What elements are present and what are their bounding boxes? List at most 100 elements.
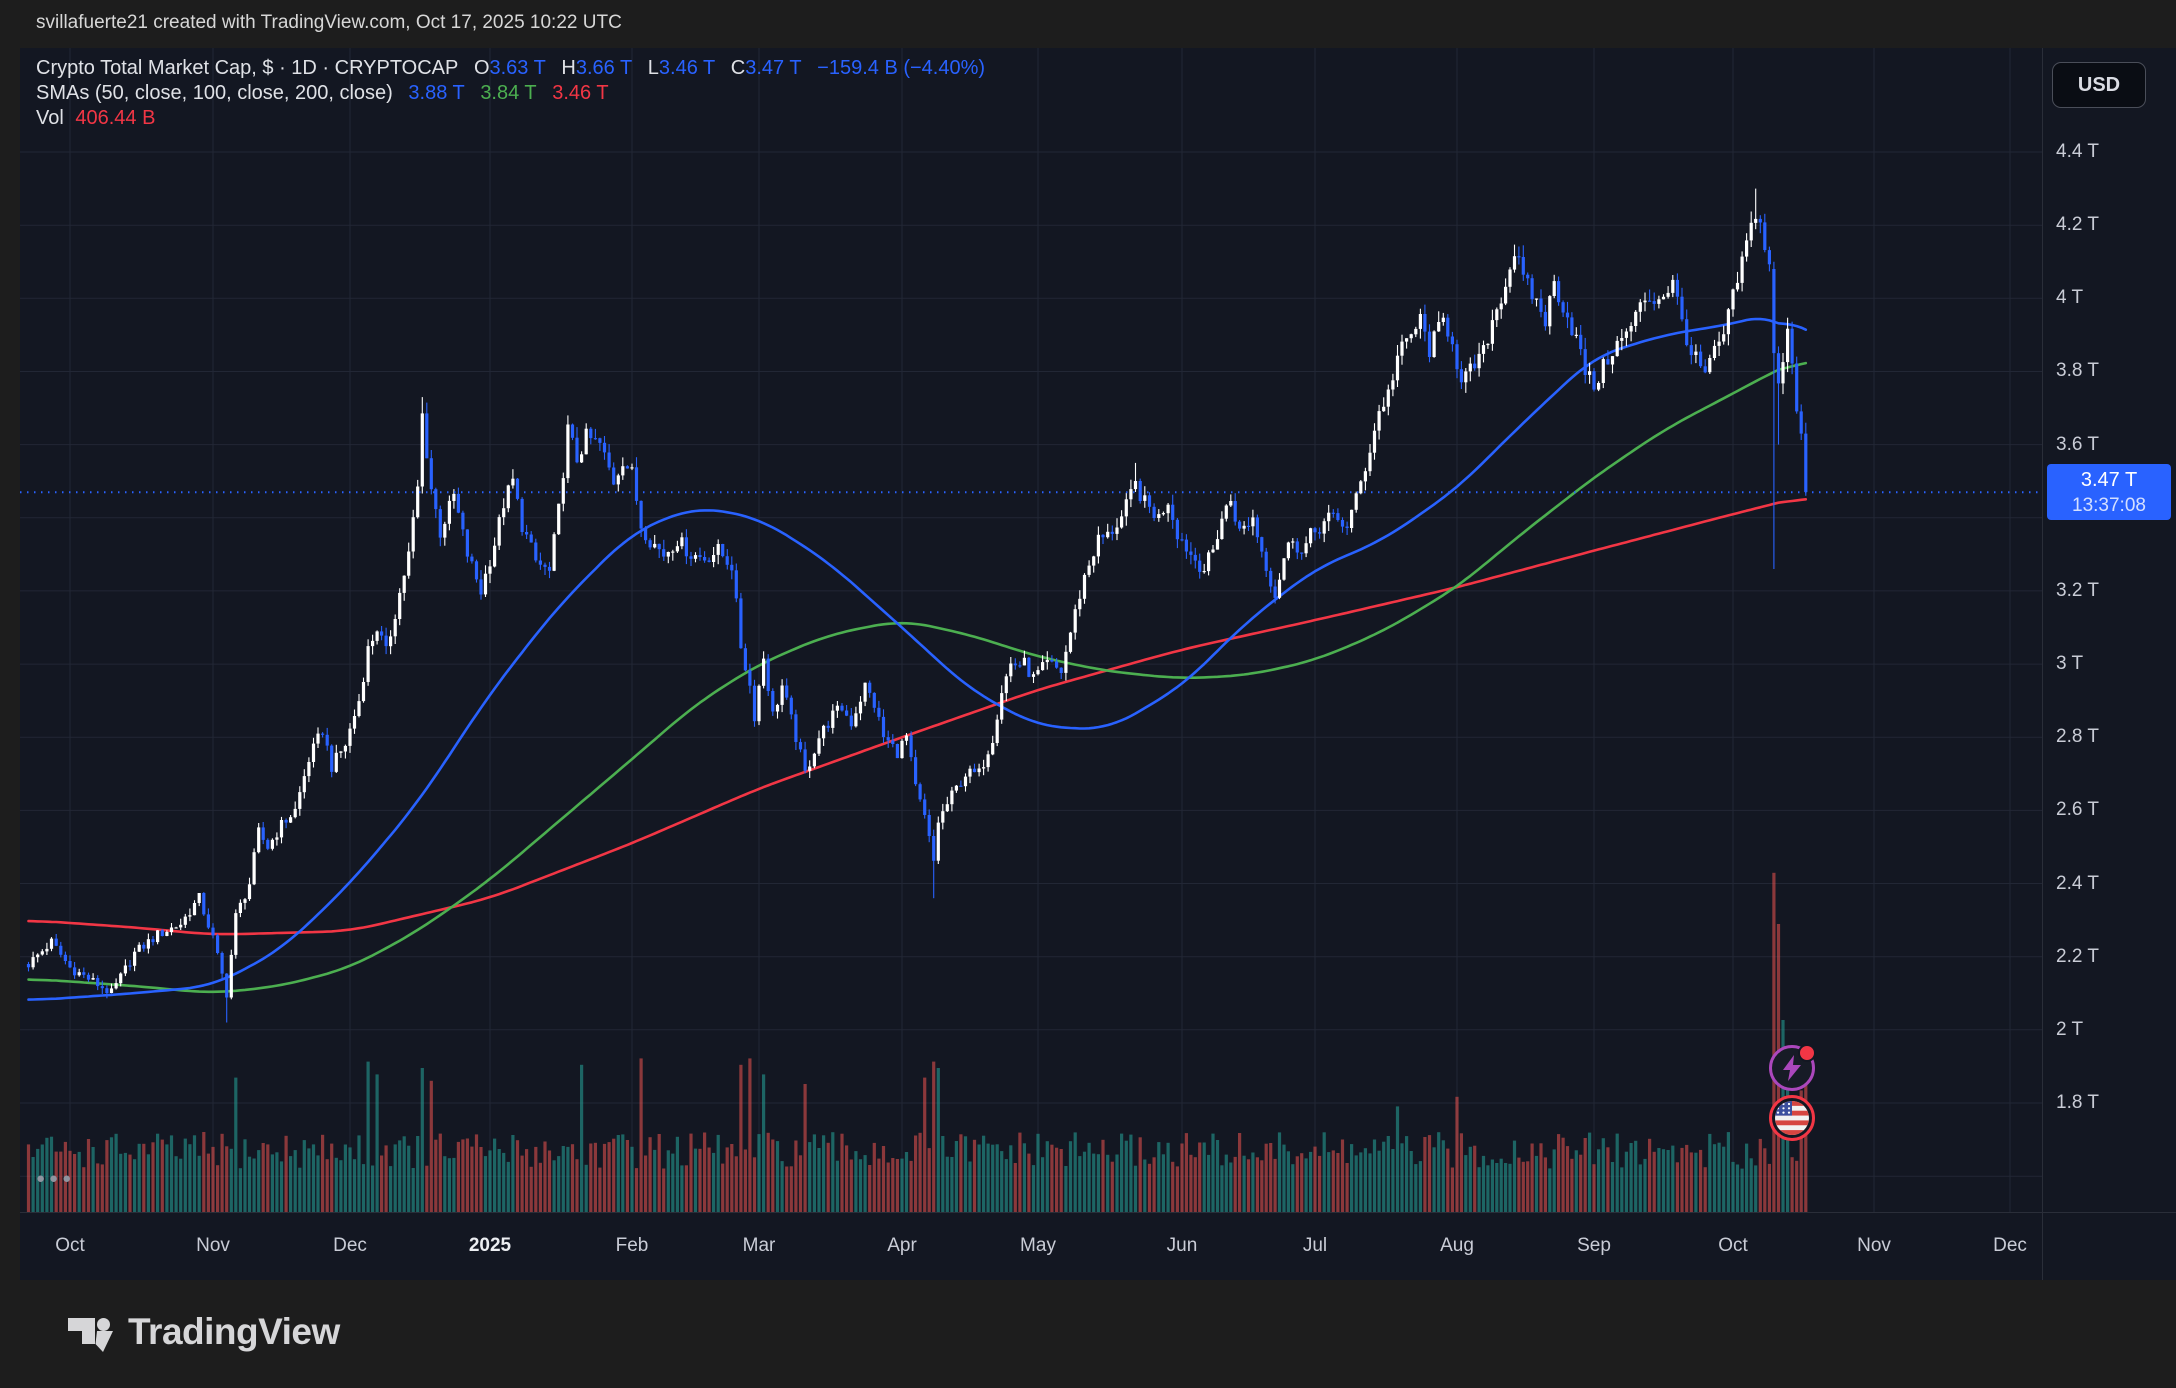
- candle[interactable]: [146, 933, 150, 954]
- candle[interactable]: [234, 909, 238, 959]
- candle[interactable]: [77, 968, 81, 977]
- candle[interactable]: [289, 815, 293, 823]
- tradingview-branding[interactable]: TradingView: [68, 1304, 340, 1360]
- candle[interactable]: [1282, 558, 1286, 581]
- candle[interactable]: [160, 929, 164, 937]
- candle[interactable]: [100, 980, 104, 994]
- candle[interactable]: [188, 908, 192, 922]
- candle[interactable]: [511, 469, 515, 489]
- candle[interactable]: [945, 796, 949, 812]
- volume-label[interactable]: Vol: [36, 107, 64, 129]
- candle[interactable]: [1652, 292, 1656, 311]
- candle[interactable]: [311, 737, 316, 768]
- candle[interactable]: [1045, 651, 1049, 670]
- candle[interactable]: [991, 735, 995, 756]
- candle[interactable]: [465, 529, 469, 563]
- candle[interactable]: [771, 688, 775, 716]
- candle[interactable]: [1432, 330, 1436, 358]
- candle[interactable]: [1731, 288, 1735, 317]
- candle[interactable]: [1027, 656, 1031, 678]
- candle[interactable]: [429, 450, 433, 495]
- candle[interactable]: [470, 553, 474, 564]
- candle[interactable]: [1386, 384, 1390, 416]
- candle[interactable]: [1450, 331, 1454, 352]
- candle[interactable]: [133, 947, 137, 972]
- candle[interactable]: [972, 763, 977, 773]
- candle[interactable]: [1096, 526, 1100, 564]
- candle[interactable]: [936, 816, 940, 865]
- candle[interactable]: [1726, 308, 1730, 346]
- candle[interactable]: [1615, 336, 1619, 357]
- candle[interactable]: [1601, 357, 1605, 389]
- candle[interactable]: [393, 614, 397, 645]
- last-price-badge[interactable]: 3.47 T 13:37:08: [2047, 464, 2171, 521]
- candle[interactable]: [438, 505, 442, 547]
- candle[interactable]: [371, 634, 375, 655]
- candle[interactable]: [229, 949, 233, 1000]
- candle[interactable]: [334, 744, 338, 773]
- candlestick-chart[interactable]: [20, 48, 2042, 1212]
- candle[interactable]: [794, 709, 798, 750]
- candle[interactable]: [479, 570, 483, 600]
- candle[interactable]: [1486, 343, 1490, 349]
- candle[interactable]: [1405, 338, 1409, 349]
- candle[interactable]: [680, 532, 684, 550]
- candle[interactable]: [302, 769, 306, 799]
- candle[interactable]: [982, 759, 986, 776]
- candle[interactable]: [671, 549, 675, 561]
- candle[interactable]: [307, 757, 311, 783]
- candle[interactable]: [538, 552, 542, 570]
- candle[interactable]: [1749, 211, 1753, 248]
- candle[interactable]: [1022, 650, 1026, 666]
- candle[interactable]: [1147, 492, 1152, 514]
- candle[interactable]: [1671, 275, 1675, 298]
- candle[interactable]: [447, 495, 451, 531]
- candle[interactable]: [1754, 188, 1758, 230]
- candle[interactable]: [547, 561, 552, 579]
- candle[interactable]: [1198, 553, 1202, 579]
- candle[interactable]: [1242, 521, 1246, 535]
- candle[interactable]: [1372, 423, 1377, 460]
- candle[interactable]: [96, 975, 100, 991]
- candle[interactable]: [1504, 278, 1508, 306]
- candle[interactable]: [1059, 667, 1063, 679]
- candle[interactable]: [1552, 274, 1556, 299]
- candle[interactable]: [1211, 545, 1215, 554]
- candle[interactable]: [808, 760, 812, 778]
- candle[interactable]: [785, 678, 789, 700]
- candle[interactable]: [109, 983, 114, 994]
- candle[interactable]: [1437, 311, 1441, 332]
- candle[interactable]: [826, 720, 830, 732]
- candle[interactable]: [570, 423, 575, 441]
- candle[interactable]: [59, 941, 63, 958]
- candle[interactable]: [725, 549, 729, 570]
- candle[interactable]: [137, 942, 141, 952]
- candle[interactable]: [1336, 508, 1340, 522]
- candle[interactable]: [1675, 273, 1679, 305]
- candle[interactable]: [1331, 509, 1335, 518]
- candle[interactable]: [169, 923, 174, 936]
- candle[interactable]: [1318, 527, 1322, 539]
- candle[interactable]: [156, 930, 160, 945]
- candle[interactable]: [1106, 523, 1110, 539]
- candle[interactable]: [1409, 333, 1413, 343]
- candle[interactable]: [1138, 478, 1142, 504]
- sma100-line[interactable]: [27, 361, 1808, 994]
- candle[interactable]: [1530, 274, 1534, 304]
- candle[interactable]: [1557, 276, 1561, 306]
- candle[interactable]: [1579, 325, 1583, 356]
- candle[interactable]: [1340, 517, 1345, 533]
- candle[interactable]: [1477, 342, 1481, 377]
- candle[interactable]: [26, 961, 31, 972]
- candle[interactable]: [1512, 244, 1517, 273]
- chart-plot-area[interactable]: Crypto Total Market Cap, $ · 1D · CRYPTO…: [20, 48, 2042, 1212]
- event-marker-us-flag[interactable]: [1769, 1095, 1815, 1141]
- candle[interactable]: [1790, 321, 1794, 375]
- sma200-line[interactable]: [27, 498, 1808, 936]
- candle[interactable]: [1273, 579, 1277, 604]
- candle[interactable]: [1490, 309, 1494, 351]
- candle[interactable]: [877, 700, 881, 721]
- candle[interactable]: [909, 731, 913, 762]
- candle[interactable]: [639, 500, 643, 537]
- candle[interactable]: [1036, 666, 1040, 676]
